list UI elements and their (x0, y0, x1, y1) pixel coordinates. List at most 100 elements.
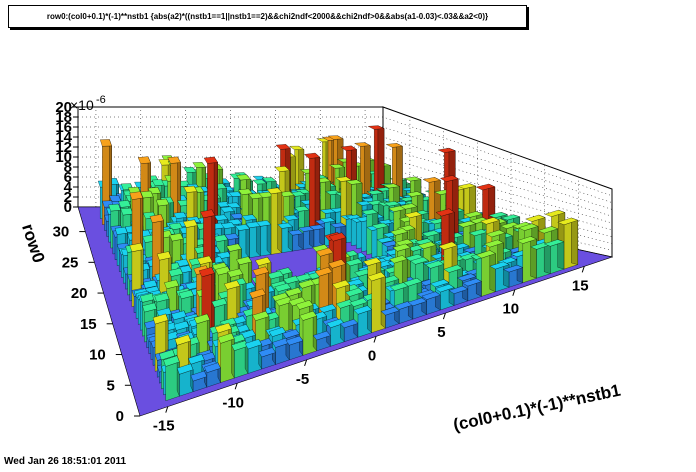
bar-top (390, 228, 409, 236)
bar-top (410, 256, 429, 265)
bar-side (277, 187, 283, 254)
bar-top (463, 211, 483, 218)
bar-top (183, 167, 197, 173)
bar-top (283, 275, 300, 284)
bar-top (448, 285, 469, 294)
bar-top (483, 239, 504, 248)
bar-side (266, 220, 272, 255)
z-gridline (78, 106, 613, 190)
bar-top (213, 214, 229, 221)
bar-top (404, 211, 423, 219)
z-tick-label: 18 (55, 109, 72, 126)
bar-top (193, 313, 211, 324)
bar-top (190, 370, 208, 382)
bar-top (183, 185, 198, 193)
bar-top (277, 222, 293, 229)
bar-top (274, 283, 292, 292)
bar-top (316, 247, 334, 257)
z-tick-label: 4 (64, 179, 73, 196)
bar-top (329, 222, 347, 228)
bar-top (332, 279, 350, 290)
bar-top (217, 332, 235, 344)
bar-top (544, 209, 566, 217)
bar-top (385, 143, 404, 148)
bar-top (485, 229, 506, 238)
bar-top (354, 268, 373, 277)
bar-top (261, 177, 277, 183)
x-tick-label: -5 (296, 371, 309, 388)
bar-top (367, 125, 385, 130)
bar-top (488, 212, 508, 218)
x-tick-label: -10 (222, 394, 244, 411)
bar-top (304, 152, 321, 159)
chart-title: row0:(col0+0.1)*(-1)**nstb1 {abs(a2)*((n… (46, 12, 489, 21)
bar-top (462, 278, 482, 287)
timestamp-footer: Wed Jan 26 18:51:01 2011 (4, 456, 127, 467)
bar-top (399, 203, 418, 210)
z-exponent: -6 (96, 94, 106, 106)
bar-top (137, 156, 151, 164)
bar-top (268, 327, 287, 337)
bar-top (235, 224, 250, 231)
bar-top (188, 354, 205, 365)
bar-top (403, 176, 422, 182)
bar-top (457, 220, 477, 228)
y-tick-label: 10 (89, 347, 106, 364)
bar-top (151, 179, 165, 186)
bar-top (249, 288, 267, 299)
bar-side (380, 271, 386, 329)
bar-top (308, 224, 326, 231)
x-tick-label: 5 (437, 324, 445, 341)
z-tick-label: 20 (55, 99, 72, 116)
bar-top (326, 318, 345, 328)
bar-top (272, 337, 290, 348)
bar-top (129, 191, 143, 200)
bar-top (395, 239, 414, 247)
bar-top (252, 266, 270, 276)
bar-top (244, 339, 263, 350)
bar-top (204, 362, 221, 373)
bar-top (383, 201, 401, 207)
bar-top (198, 267, 215, 278)
bar-top (518, 223, 539, 231)
bar-top (314, 267, 333, 277)
z-tick-label: 8 (64, 159, 72, 176)
chart-title-box: row0:(col0+0.1)*(-1)**nstb1 {abs(a2)*((n… (8, 5, 527, 28)
bar-top (224, 233, 240, 240)
bar-top (220, 206, 235, 213)
bar-top (421, 230, 441, 237)
x-tick (304, 359, 308, 367)
bar-top (421, 291, 441, 300)
bar-top (405, 191, 424, 197)
bar-top (394, 301, 414, 310)
bar-top (231, 340, 249, 351)
bar-top (178, 289, 194, 300)
bar-top (174, 334, 191, 346)
bar-top (158, 159, 172, 166)
bar-top (417, 241, 437, 249)
bar-top (197, 255, 213, 265)
bar-top (203, 156, 218, 164)
bar-top (284, 287, 303, 297)
bar-top (215, 266, 231, 276)
bar-top (214, 322, 232, 334)
bar-top (363, 257, 382, 266)
bar-top (475, 250, 496, 259)
bar-top (156, 251, 172, 261)
bar-top (380, 306, 400, 316)
bar-top (475, 183, 496, 191)
bar-top (298, 279, 316, 289)
x-tick-label: 15 (572, 277, 589, 294)
bar-top (275, 144, 291, 150)
bar-side (544, 242, 551, 274)
bar-top (480, 217, 500, 225)
bar-top (254, 257, 272, 266)
bar-top (371, 222, 389, 229)
bar-top (557, 217, 579, 225)
bar-top (295, 300, 314, 310)
bar-top (440, 175, 459, 182)
bar-top (430, 279, 450, 288)
bar-side (231, 333, 235, 379)
z-tick-label: 14 (55, 129, 72, 146)
bar-top (237, 188, 253, 195)
